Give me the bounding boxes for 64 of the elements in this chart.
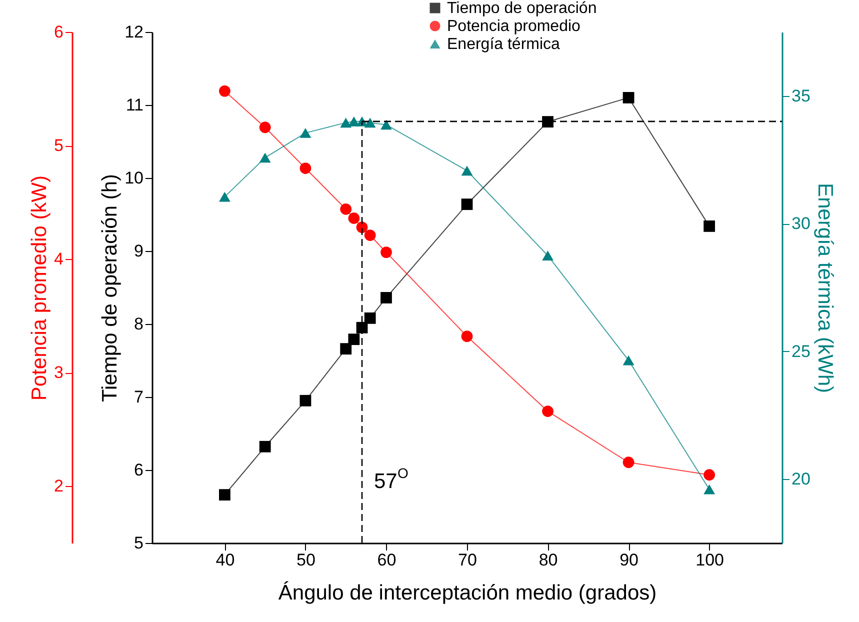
point (704, 220, 716, 232)
point (218, 192, 230, 202)
y-tick-label: 6 (134, 460, 144, 480)
point (461, 330, 473, 342)
x-tick-label: 80 (538, 550, 558, 570)
y3-tick-label: 4 (54, 250, 64, 269)
point (380, 292, 392, 304)
point (218, 489, 230, 501)
point (348, 116, 360, 126)
y2-tick-label: 35 (792, 86, 810, 106)
y2-tick-label: 20 (792, 470, 810, 489)
point (380, 246, 392, 258)
point (364, 118, 376, 128)
point (340, 343, 352, 355)
y-tick-label: 9 (134, 242, 144, 260)
legend-label: Energía térmica (447, 36, 560, 53)
y2-axis-title: Energía térmica (kWh) (813, 182, 836, 394)
x-tick-label: 60 (377, 550, 396, 570)
y-tick-label: 10 (124, 168, 144, 188)
point (704, 469, 716, 481)
point (300, 128, 312, 138)
point (259, 122, 271, 134)
point (348, 212, 360, 224)
y3-tick-label: 5 (54, 136, 64, 156)
y-tick-label: 7 (134, 388, 144, 406)
point (300, 162, 312, 174)
point (259, 440, 271, 452)
point (704, 484, 716, 494)
legend-label: Potencia promedio (447, 18, 581, 35)
y3-tick-label: 3 (54, 363, 64, 382)
point (348, 334, 360, 346)
x-tick-label: 50 (296, 550, 316, 570)
y-tick-label: 12 (124, 22, 144, 42)
x-tick-label: 90 (620, 550, 638, 570)
x-axis-title: Ángulo de interceptación medio (grados) (278, 580, 657, 604)
y3-tick-label: 2 (54, 476, 64, 496)
x-tick-label: 40 (216, 550, 235, 570)
x-tick-label: 70 (458, 550, 477, 570)
point (364, 312, 376, 324)
point (542, 250, 554, 260)
y2-tick-label: 30 (792, 214, 810, 234)
point (300, 394, 312, 406)
y2-tick-label: 25 (792, 342, 810, 361)
point (461, 198, 473, 210)
x-tick-label: 100 (696, 550, 724, 570)
y-axis-title: Tiempo de operación (h) (98, 174, 122, 402)
y-tick-label: 11 (126, 96, 144, 114)
point (218, 85, 230, 97)
y-tick-label: 5 (134, 534, 144, 552)
point (622, 456, 634, 468)
y3-axis-title: Potencia promedio (kW) (28, 175, 52, 401)
point (364, 230, 376, 241)
point (461, 166, 473, 176)
point (340, 118, 352, 128)
point (622, 92, 634, 104)
point (622, 355, 634, 366)
point (259, 152, 271, 163)
y3-tick-label: 6 (54, 22, 64, 42)
point (380, 120, 392, 130)
point (542, 406, 554, 417)
point (340, 203, 352, 215)
y-tick-label: 8 (134, 314, 144, 334)
legend-label: Tiempo de operación (447, 0, 597, 17)
point (542, 116, 554, 128)
